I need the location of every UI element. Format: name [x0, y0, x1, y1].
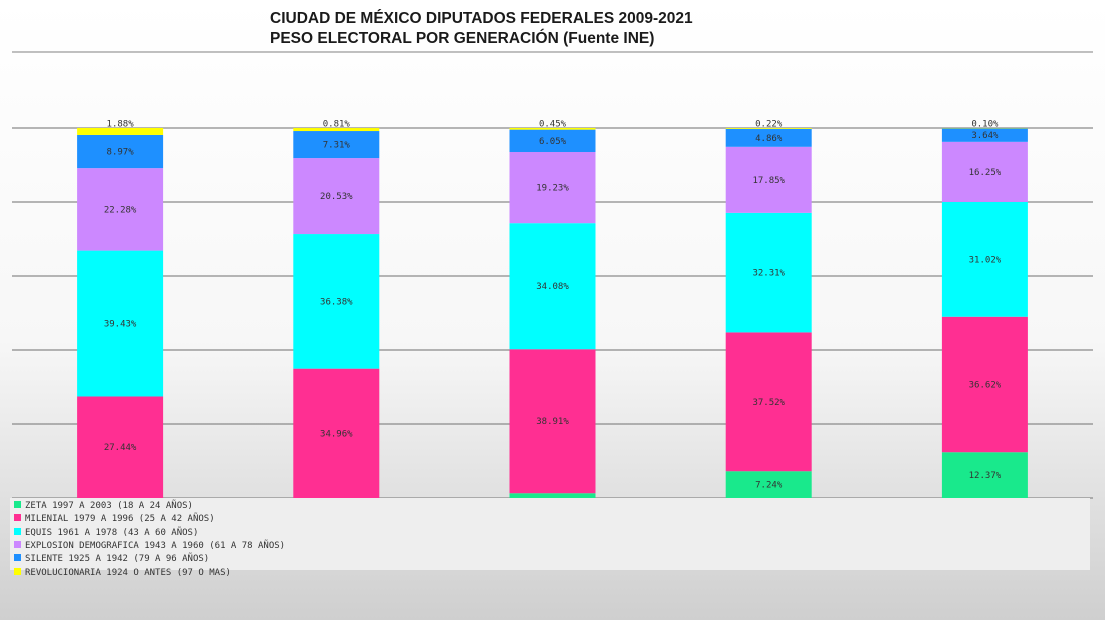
data-label: 4.86% [755, 134, 783, 144]
bar-segment [77, 128, 164, 135]
data-label: 34.96% [320, 429, 353, 439]
data-label: 31.02% [969, 255, 1002, 265]
legend-label: REVOLUCIONARIA 1924 O ANTES (97 O MAS) [25, 567, 231, 578]
data-label: 36.62% [969, 380, 1002, 390]
bar-segment [293, 368, 380, 498]
data-label: 20.53% [320, 192, 353, 202]
data-label: 0.45% [539, 119, 567, 129]
bar-segment [509, 152, 596, 224]
data-label: 19.23% [536, 184, 569, 194]
data-label: 17.85% [752, 176, 785, 186]
data-label: 38.91% [536, 417, 569, 427]
bar-segment [77, 396, 164, 498]
legend-swatch [14, 501, 21, 508]
legend-label: EQUIS 1961 A 1978 (43 A 60 AÑOS) [25, 527, 199, 538]
legend-item: EQUIS 1961 A 1978 (43 A 60 AÑOS) [14, 527, 198, 540]
bar-segment [941, 452, 1028, 498]
bar-segment [293, 131, 380, 159]
bar-segment [293, 234, 380, 369]
data-label: 8.97% [107, 148, 135, 158]
data-label: 16.25% [969, 168, 1002, 178]
chart-legend: ZETA 1997 A 2003 (18 A 24 AÑOS) MILENIAL … [10, 498, 1090, 578]
bar-segment [725, 146, 812, 213]
bar-segment [725, 128, 812, 129]
bar-segment [725, 128, 812, 147]
bar-segment [77, 250, 164, 397]
bar-segment [509, 349, 596, 494]
legend-swatch [14, 554, 21, 562]
data-label: 7.24% [755, 481, 783, 491]
chart-title-line2: PESO ELECTORAL POR GENERACIÓN (Fuente IN… [270, 30, 655, 47]
data-label: 22.28% [104, 205, 137, 215]
bar-segment [77, 168, 164, 251]
legend-swatch [14, 514, 21, 522]
bar-segment [725, 471, 812, 498]
bars: 27.44% 39.43% 22.28% 8.97% 1.88% 34.96% 36.38%… [77, 119, 1028, 498]
legend-swatch [14, 527, 21, 535]
legend-item: ZETA 1997 A 2003 (18 A 24 AÑOS) [14, 500, 193, 513]
bar-segment [293, 158, 380, 235]
data-label: 32.31% [752, 269, 785, 279]
bar-segment [509, 127, 596, 130]
legend-item: MILENIAL 1979 A 1996 (25 A 42 AÑOS) [14, 513, 215, 526]
data-label: 34.08% [536, 282, 569, 292]
legend-label: ZETA 1997 A 2003 (18 A 24 AÑOS) [25, 501, 193, 511]
bar-segment [293, 128, 380, 132]
data-label: 1.88% [107, 120, 135, 130]
legend-label: SILENTE 1925 A 1942 (79 A 96 AÑOS) [25, 554, 210, 565]
data-label: 27.44% [104, 443, 137, 453]
data-label: 37.52% [752, 398, 785, 408]
bar-segment [941, 128, 1028, 142]
data-label: 0.22% [755, 120, 783, 130]
data-label: 36.38% [320, 297, 353, 307]
bar-segment [509, 493, 596, 498]
bar-segment [509, 129, 596, 153]
bar-segment [725, 332, 812, 472]
data-label: 6.05% [539, 137, 567, 147]
data-label: 3.64% [971, 131, 999, 141]
bar-segment [941, 141, 1028, 202]
legend-swatch [14, 567, 21, 575]
bar-segment [941, 201, 1028, 317]
legend-label: EXPLOSION DEMOGRAFICA 1943 A 1960 (61 A … [25, 540, 286, 551]
bar-segment [509, 223, 596, 350]
bar-segment [941, 316, 1028, 453]
bar-segment [725, 212, 812, 333]
legend-swatch [14, 540, 21, 548]
data-label: 0.10% [971, 120, 999, 130]
legend-item: REVOLUCIONARIA 1924 O ANTES (97 O MAS) [14, 567, 231, 580]
bar-segment [77, 134, 164, 169]
data-label: 0.81% [323, 120, 351, 130]
legend-item: SILENTE 1925 A 1942 (79 A 96 AÑOS) [14, 553, 209, 566]
legend-item: EXPLOSION DEMOGRAFICA 1943 A 1960 (61 A … [14, 540, 285, 553]
chart-title: CIUDAD DE MÉXICO DIPUTADOS FEDERALES 200… [270, 9, 970, 49]
legend-label: MILENIAL 1979 A 1996 (25 A 42 AÑOS) [25, 514, 215, 525]
chart-title-line1: CIUDAD DE MÉXICO DIPUTADOS FEDERALES 200… [270, 10, 693, 27]
data-label: 12.37% [969, 471, 1002, 481]
data-label: 39.43% [104, 320, 137, 330]
data-label: 7.31% [323, 141, 351, 151]
